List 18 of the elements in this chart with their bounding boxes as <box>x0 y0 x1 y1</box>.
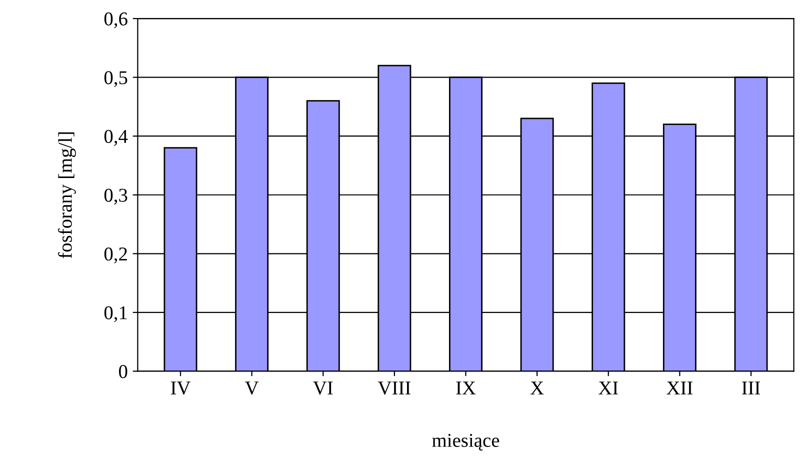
x-tick-label: III <box>742 382 760 394</box>
x-tick-label: VIII <box>378 382 410 395</box>
y-axis-title: fosforany [mg/l] <box>58 132 76 258</box>
x-tick-label: X <box>530 382 544 394</box>
y-tick-label: 0,2 <box>104 247 127 264</box>
x-tick-label: IX <box>456 382 476 394</box>
y-tick-label: 0,6 <box>104 12 128 28</box>
y-tick-label: 0,5 <box>104 71 128 88</box>
y-tick-label: 0 <box>118 365 128 378</box>
x-axis-title: miesiące <box>432 434 500 451</box>
y-tick-label: 0,1 <box>104 306 127 322</box>
x-tick-label: VI <box>313 382 333 395</box>
x-tick-label: XII <box>666 382 693 394</box>
y-tick-label: 0,4 <box>104 130 128 146</box>
x-tick-label: IV <box>170 382 191 395</box>
x-tick-label: V <box>245 382 259 395</box>
y-tick-label: 0,3 <box>104 188 128 205</box>
x-tick-label: XI <box>598 382 618 394</box>
